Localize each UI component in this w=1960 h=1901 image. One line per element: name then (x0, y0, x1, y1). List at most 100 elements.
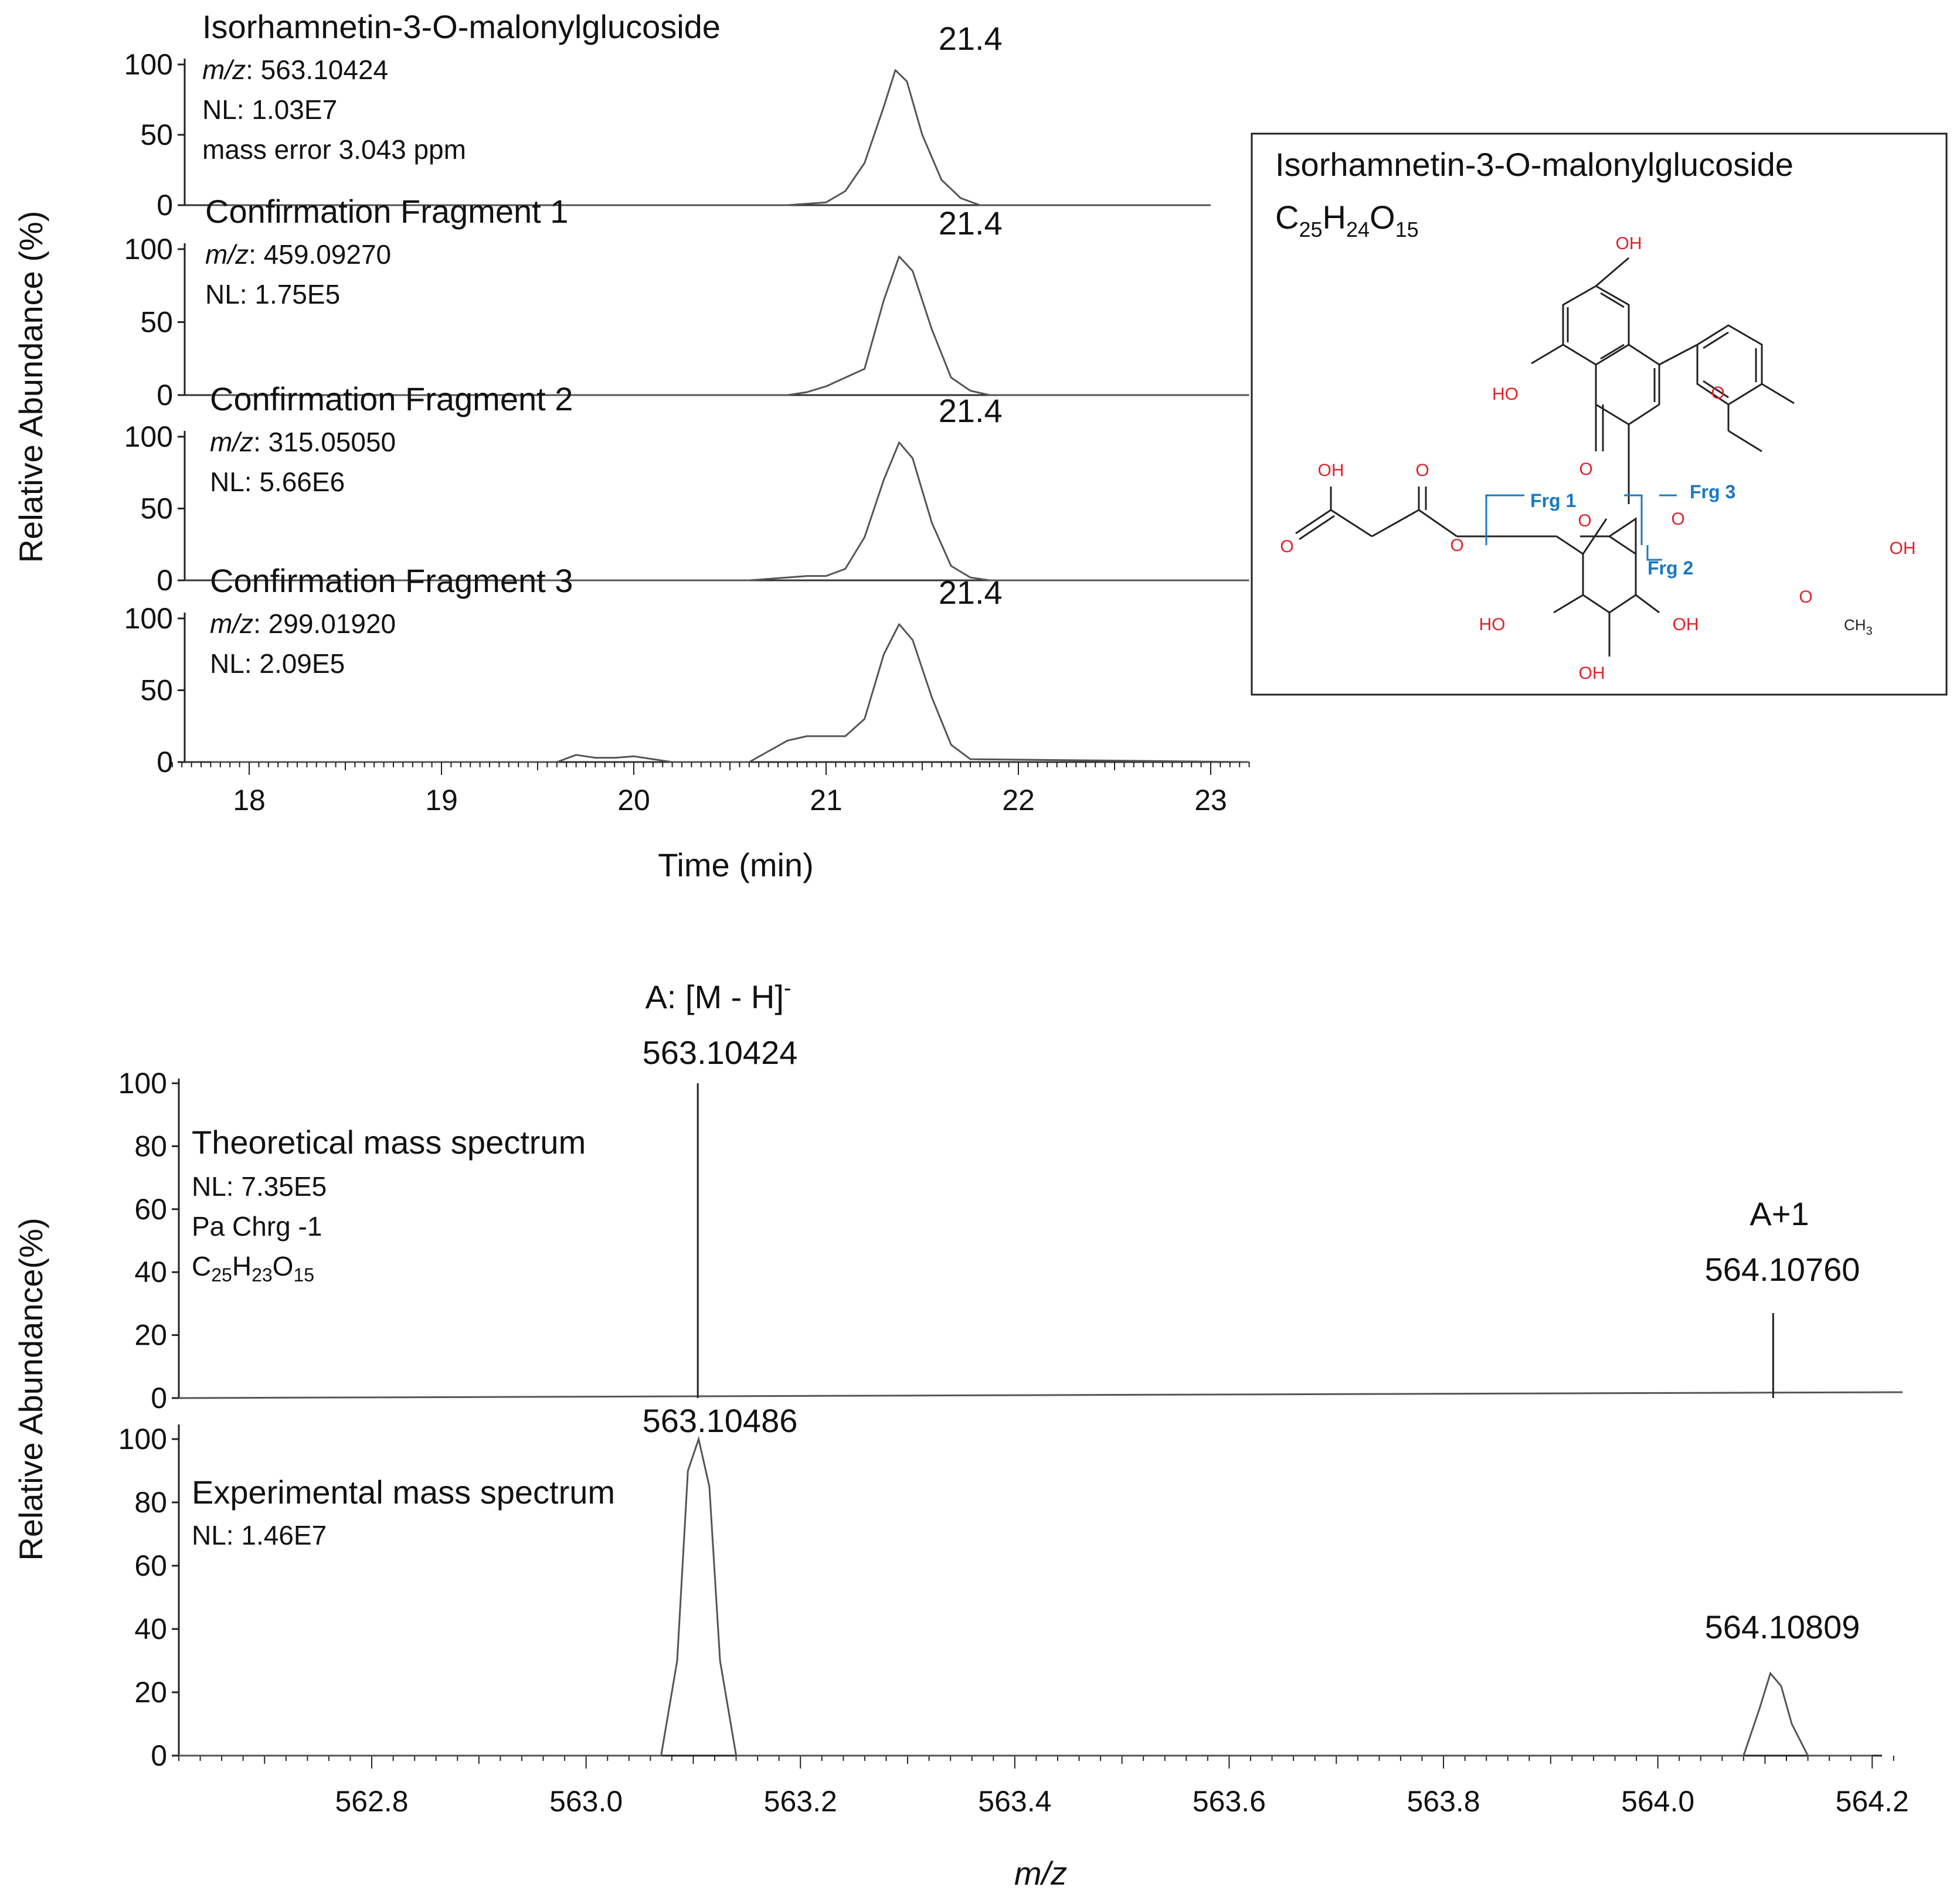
chrom-x-axis-label: Time (min) (658, 846, 813, 883)
frg2-label: Frg 2 (1648, 557, 1693, 579)
exp-y-tick-label: 20 (134, 1676, 167, 1709)
chrom-y-tick-label: 0 (157, 564, 173, 597)
chrom-panel-nl: NL: 5.66E6 (210, 467, 345, 497)
structure-compound-name: Isorhamnetin-3-O-malonylglucoside (1275, 146, 1793, 183)
exp-x-tick-label: 564.0 (1621, 1785, 1694, 1818)
chrom-y-tick-label: 100 (124, 48, 173, 81)
theo-peak-a-label: A: [M - H]- (645, 976, 791, 1015)
exp-y-tick-label: 80 (134, 1486, 167, 1519)
atom-ho-left: HO (1492, 385, 1519, 404)
chrom-y-tick-label: 50 (140, 674, 173, 707)
chrom-x-tick-label: 22 (1002, 784, 1035, 817)
exp-x-tick-label: 563.6 (1193, 1785, 1266, 1818)
mass-spectrum: Relative Abundance(%) m/z 0 20 40 60 80 100 T… (12, 976, 1909, 1892)
chrom-y-tick-label: 50 (140, 118, 173, 151)
chrom-panel-mz: m/z: 459.09270 (205, 239, 391, 270)
fragment-markers (1485, 494, 1677, 561)
chrom-y-tick-label: 50 (140, 492, 173, 525)
structure-box: Isorhamnetin-3-O-malonylglucoside C25H24… (1251, 132, 1948, 696)
chrom-panel-extra: mass error 3.043 ppm (202, 134, 466, 165)
chrom-panel-title: Confirmation Fragment 3 (210, 562, 573, 599)
atom-o-methoxy: O (1799, 587, 1812, 607)
exp-peak1-mz: 563.10486 (643, 1402, 798, 1439)
chrom-x-tick-label: 23 (1194, 784, 1227, 817)
chrom-peak-label: 21.4 (939, 20, 1003, 57)
chrom-y-tick-label: 100 (124, 233, 173, 266)
experimental-spectrum-trace (179, 1436, 1873, 1757)
exp-y-tick-label: 0 (151, 1739, 167, 1772)
exp-x-tick-label: 562.8 (335, 1785, 408, 1818)
atom-ch3: CH3 (1844, 616, 1873, 638)
atom-glu-ho-left: HO (1479, 615, 1506, 634)
atom-o-keto: O (1579, 460, 1592, 479)
exp-x-tick-label: 563.2 (764, 1785, 837, 1818)
theo-peak-a1-label: A+1 (1750, 1195, 1809, 1232)
theo-title: Theoretical mass spectrum (192, 1124, 586, 1161)
chrom-panel-nl: NL: 1.75E5 (205, 279, 340, 310)
exp-peak2-mz: 564.10809 (1705, 1608, 1860, 1645)
atom-oh-right: OH (1890, 539, 1916, 558)
atom-mal-oh: OH (1318, 461, 1344, 480)
experimental-panel: 0 20 40 60 80 100 562.8 563.0 563.2 563.4 563.6 56… (118, 1402, 1909, 1818)
chrom-y-tick-label: 100 (124, 602, 173, 635)
exp-x-tick-label: 563.0 (549, 1785, 623, 1818)
chromatogram-stack: Relative Abundance (%) Time (min) 0 50 100… (12, 8, 1250, 883)
exp-title: Experimental mass spectrum (192, 1474, 615, 1511)
exp-y-tick-label: 100 (118, 1423, 167, 1455)
theo-peak-a1-mz: 564.10760 (1705, 1251, 1860, 1288)
chrom-x-tick-label: 20 (617, 784, 650, 817)
atom-ester-o: O (1450, 536, 1463, 555)
theo-charge: Pa Chrg -1 (192, 1211, 322, 1242)
chrom-x-tick-label: 18 (233, 784, 266, 817)
atom-glu-ring-o: O (1578, 511, 1591, 530)
theo-nl: NL: 7.35E5 (192, 1171, 327, 1202)
chrom-panel-2: 0 50 100 Confirmation Fragment 1 m/z: 459.09… (124, 193, 1249, 412)
chrom-trace (210, 69, 1211, 206)
atom-mal-o-left: O (1280, 537, 1293, 556)
molecule-bonds (1295, 257, 1795, 657)
chrom-peak-label: 21.4 (939, 205, 1003, 242)
atom-mal-o-top: O (1415, 461, 1429, 480)
chrom-x-tick-label: 21 (810, 784, 843, 817)
theo-y-tick-label: 60 (134, 1193, 167, 1226)
structure-frame (1251, 132, 1948, 696)
chrom-y-tick-label: 0 (157, 379, 173, 412)
chrom-panel-mz: m/z: 315.05050 (210, 427, 396, 457)
chrom-panel-nl: NL: 1.03E7 (202, 94, 337, 125)
theo-y-tick-label: 80 (134, 1130, 167, 1162)
exp-x-tick-label: 563.8 (1407, 1785, 1480, 1818)
theo-y-tick-label: 100 (118, 1067, 167, 1100)
atom-glu-oh-right: OH (1673, 615, 1699, 634)
chrom-panel-mz: m/z: 563.10424 (202, 55, 388, 85)
exp-x-tick-label: 564.2 (1836, 1785, 1909, 1818)
chrom-trace (210, 256, 1249, 396)
chrom-panel-title: Confirmation Fragment 2 (210, 380, 573, 417)
atom-o-ring: O (1711, 383, 1724, 403)
atom-glyco-o: O (1671, 509, 1684, 529)
chrom-panel-mz: m/z: 299.01920 (210, 608, 396, 639)
chrom-panel-nl: NL: 2.09E5 (210, 648, 345, 679)
chrom-y-tick-label: 100 (124, 420, 173, 453)
theo-y-tick-label: 40 (134, 1256, 167, 1288)
chrom-y-tick-label: 0 (157, 746, 173, 778)
theo-y-tick-label: 20 (134, 1319, 167, 1352)
exp-nl: NL: 1.46E7 (192, 1520, 327, 1550)
chrom-y-tick-label: 0 (157, 189, 173, 222)
atom-glu-oh-bottom: OH (1579, 664, 1605, 683)
theoretical-panel: 0 20 40 60 80 100 Theoretical mass spectrum N… (118, 976, 1903, 1414)
chrom-panel-1: 0 50 100 Isorhamnetin-3-O-malonylglucoside m… (124, 8, 1211, 222)
frg3-label: Frg 3 (1690, 481, 1735, 502)
chrom-trace (210, 623, 1249, 763)
chrom-peak-label: 21.4 (939, 574, 1003, 611)
ms-y-axis-label: Relative Abundance(%) (12, 1218, 49, 1560)
theo-y-tick-label: 0 (151, 1382, 167, 1414)
exp-x-tick-label: 563.4 (978, 1785, 1051, 1818)
chrom-panel-3: 0 50 100 Confirmation Fragment 2 m/z: 315.05… (124, 380, 1249, 597)
ms-x-axis-label: m/z (1014, 1855, 1067, 1892)
chrom-panel-4: 0 50 100 Confirmation Fragment 3 m/z: 299.01… (124, 562, 1249, 778)
fragment-labels: Frg 1 Frg 2 Frg 3 (1530, 481, 1735, 579)
theo-formula: C25H23O15 (192, 1251, 314, 1286)
structure-formula: C25H24O15 (1275, 199, 1419, 242)
chrom-peak-label: 21.4 (939, 392, 1003, 429)
